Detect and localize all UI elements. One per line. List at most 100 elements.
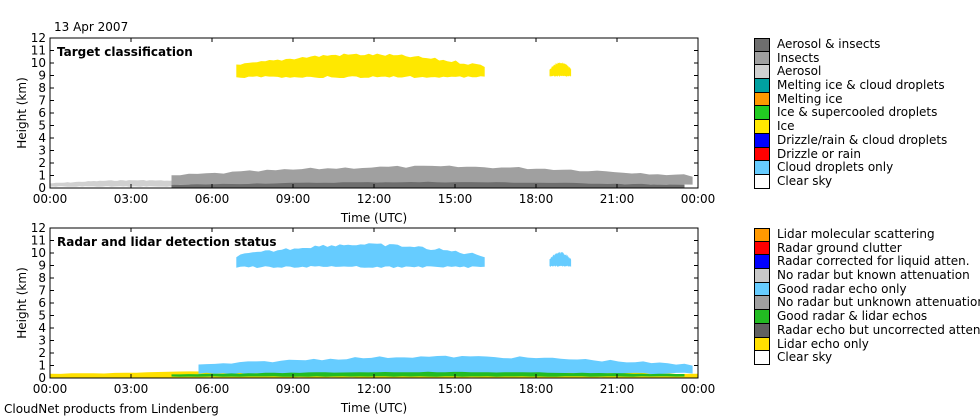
y-tick-label: 10: [31, 56, 46, 70]
y-tick-label: 2: [38, 156, 46, 170]
x-tick-label: 00:00: [681, 382, 716, 396]
x-tick-label: 00:00: [681, 192, 716, 206]
x-tick-label: 15:00: [438, 382, 473, 396]
legend-label: Ice: [777, 119, 795, 134]
legend-swatch: [754, 337, 770, 352]
x-tick-label: 03:00: [114, 192, 149, 206]
x-tick-label: 06:00: [195, 382, 230, 396]
x-tick-label: 00:00: [33, 382, 68, 396]
y-tick-label: 4: [38, 321, 46, 335]
x-tick-label: 09:00: [276, 192, 311, 206]
region-aerosol-insects: [171, 181, 685, 188]
y-tick-label: 11: [31, 234, 46, 248]
region-good-radar-echo-only: [549, 251, 572, 267]
legend-label: Ice & supercooled droplets: [777, 105, 938, 120]
legend-label: Melting ice & cloud droplets: [777, 78, 945, 93]
legend-label: Cloud droplets only: [777, 160, 894, 175]
legend-label: Aerosol & insects: [777, 37, 881, 51]
x-tick-label: 18:00: [519, 382, 554, 396]
x-tick-label: 00:00: [33, 192, 68, 206]
y-tick-label: 9: [38, 259, 46, 273]
y-tick-label: 7: [38, 284, 46, 298]
y-tick-label: 3: [38, 334, 46, 348]
region-ice: [236, 53, 485, 78]
y-tick-label: 5: [38, 119, 46, 133]
y-tick-label: 8: [38, 271, 46, 285]
legend-label: Radar corrected for liquid atten.: [777, 254, 970, 269]
x-tick-label: 03:00: [114, 382, 149, 396]
y-tick-label: 0: [38, 371, 46, 385]
legend-swatch: [754, 174, 770, 189]
y-tick-label: 5: [38, 309, 46, 323]
legend-label: No radar but known attenuation: [777, 268, 970, 283]
legend-swatch: [754, 38, 770, 52]
date-label: 13 Apr 2007: [54, 20, 129, 34]
credit-label: CloudNet products from Lindenberg: [4, 402, 219, 416]
legend-label: Lidar echo only: [777, 336, 869, 351]
legend-label: Insects: [777, 50, 820, 65]
legend-swatch: [754, 228, 770, 242]
y-axis-label: Height (km): [15, 77, 29, 148]
legend-label: No radar but unknown attenuation: [777, 295, 980, 310]
panel-title: Target classification: [57, 45, 193, 59]
legend-swatch: [754, 79, 770, 93]
legend-swatch: [754, 241, 770, 256]
legend-swatch: [754, 255, 770, 270]
y-tick-label: 2: [38, 346, 46, 360]
y-tick-label: 12: [31, 221, 46, 235]
x-tick-label: 06:00: [195, 192, 230, 206]
legend-label: Drizzle/rain & cloud droplets: [777, 132, 948, 147]
x-axis-label: Time (UTC): [340, 401, 407, 415]
y-tick-label: 1: [38, 169, 46, 183]
y-tick-label: 0: [38, 181, 46, 195]
y-tick-label: 11: [31, 44, 46, 58]
y-tick-label: 6: [38, 296, 46, 310]
legend-label: Radar ground clutter: [777, 240, 902, 255]
legend-label: Clear sky: [777, 173, 833, 188]
legend-swatch: [754, 147, 770, 162]
region-ice: [549, 62, 572, 77]
legend-label: Melting ice: [777, 91, 843, 106]
legend-swatch: [754, 65, 770, 80]
x-tick-label: 15:00: [438, 192, 473, 206]
legend-label: Aerosol: [777, 64, 822, 79]
legend-swatch: [754, 310, 770, 324]
legend-swatch: [754, 51, 770, 66]
legend-label: Clear sky: [777, 350, 833, 365]
legend-swatch: [754, 296, 770, 311]
legend-swatch: [754, 323, 770, 338]
x-tick-label: 21:00: [600, 382, 635, 396]
region-good-radar-echo-only: [198, 355, 693, 375]
x-tick-label: 18:00: [519, 192, 554, 206]
legend-swatch: [754, 106, 770, 121]
legend-swatch: [754, 269, 770, 283]
legend-swatch: [754, 92, 770, 107]
y-tick-label: 10: [31, 246, 46, 260]
y-tick-label: 1: [38, 359, 46, 373]
y-tick-label: 9: [38, 69, 46, 83]
x-axis-label: Time (UTC): [340, 211, 407, 225]
y-tick-label: 4: [38, 131, 46, 145]
y-tick-label: 7: [38, 94, 46, 108]
legend-label: Good radar echo only: [777, 281, 907, 296]
legend-swatch: [754, 133, 770, 148]
y-tick-label: 6: [38, 106, 46, 120]
legend-swatch: [754, 161, 770, 175]
x-tick-label: 09:00: [276, 382, 311, 396]
region-good-radar-lidar-echos: [171, 371, 685, 377]
y-tick-label: 8: [38, 81, 46, 95]
legend-swatch: [754, 282, 770, 297]
legend-label: Lidar molecular scattering: [777, 227, 935, 241]
legend-label: Radar echo but uncorrected atten.: [777, 322, 980, 337]
region-good-radar-echo-only: [236, 243, 485, 268]
y-tick-label: 12: [31, 31, 46, 45]
x-tick-label: 21:00: [600, 192, 635, 206]
legend-label: Drizzle or rain: [777, 146, 861, 161]
legend-swatch: [754, 351, 770, 365]
legend-swatch: [754, 120, 770, 134]
y-tick-label: 3: [38, 144, 46, 158]
region-insects: [171, 165, 693, 186]
